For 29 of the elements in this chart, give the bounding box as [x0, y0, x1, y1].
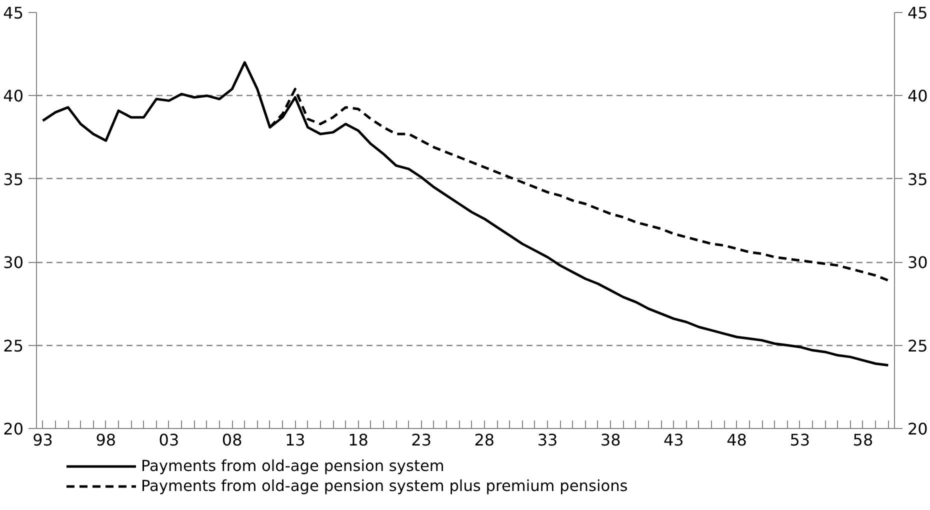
y2-tick-label: 40	[908, 86, 928, 106]
x-tick-label: 93	[32, 430, 53, 450]
y-tick-label: 20	[3, 420, 24, 438]
y2-tick-label: 25	[908, 336, 928, 356]
line-series	[42, 61, 890, 367]
y-tick-label: 30	[3, 253, 24, 272]
x-tick-label: 38	[600, 430, 621, 450]
x-tick-label: 03	[158, 430, 180, 450]
x-tick-label: 58	[852, 430, 874, 450]
x-tick-label: 13	[284, 430, 306, 450]
x-tick-label: 43	[664, 430, 684, 450]
legend-label: Payments from old-age pension system	[141, 456, 444, 476]
y-tick-label: 40	[3, 86, 24, 106]
x-tick-label: 28	[474, 430, 495, 450]
y-tick-label: 35	[3, 170, 24, 189]
x-tick-label: 98	[96, 430, 116, 450]
y2-tick-label: 35	[908, 170, 928, 189]
y-tick-label: 45	[3, 4, 24, 22]
x-tick-label: 23	[411, 430, 432, 450]
x-tick-label: 33	[537, 430, 558, 450]
y2-tick-label: 30	[908, 253, 928, 272]
y2-tick-label: 45	[908, 4, 928, 22]
y2-tick-label: 20	[908, 420, 928, 438]
x-tick-label: 53	[790, 430, 810, 450]
x-tick-label: 18	[348, 430, 368, 450]
x-tick-label: 08	[222, 430, 242, 450]
x-tick-label: 48	[726, 430, 747, 450]
legend-label: Payments from old-age pension system plus premium pensions	[141, 476, 628, 496]
y-tick-label: 25	[3, 336, 24, 356]
